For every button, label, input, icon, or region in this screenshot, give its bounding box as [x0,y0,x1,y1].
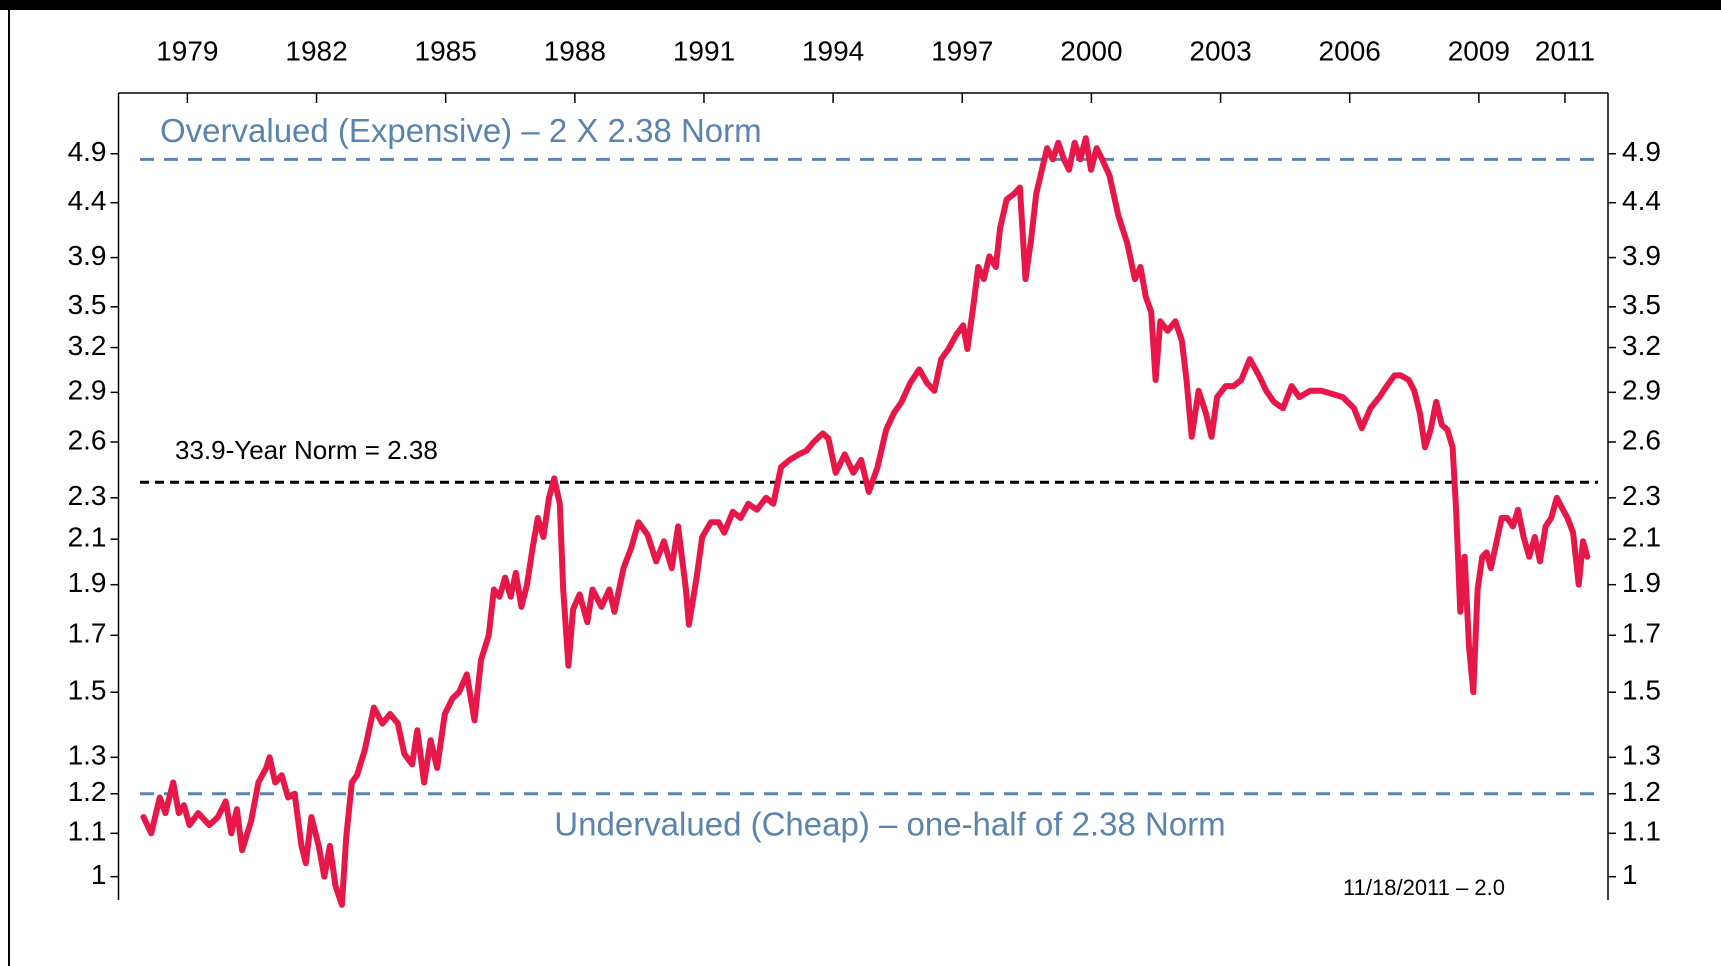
x-tick-label: 2003 [1189,35,1251,66]
y2-tick-label: 1.7 [1622,618,1661,649]
y-tick-label: 2.1 [68,522,107,553]
y2-tick-label: 1.2 [1622,776,1661,807]
x-tick-label: 1997 [931,35,993,66]
y2-tick-label: 3.9 [1622,240,1661,271]
y2-tick-label: 4.4 [1622,185,1661,216]
x-tick-label: 1994 [802,35,864,66]
y-tick-label: 3.9 [68,240,107,271]
reference-label: Overvalued (Expensive) – 2 X 2.38 Norm [160,112,762,149]
x-tick-label: 1985 [415,35,477,66]
annotation: 11/18/2011 – 2.0 [1343,875,1505,900]
x-tick-label: 2011 [1535,35,1595,66]
y-tick-label: 1.7 [68,618,107,649]
x-tick-label: 2006 [1319,35,1381,66]
y-tick-label: 2.6 [68,424,107,455]
y2-tick-label: 1 [1622,859,1638,890]
y-tick-label: 1.5 [68,675,107,706]
y-tick-label: 3.5 [68,289,107,320]
x-tick-label: 1991 [673,35,735,66]
x-tick-label: 1988 [544,35,606,66]
y2-tick-label: 1.5 [1622,675,1661,706]
x-tick-label: 2009 [1448,35,1510,66]
y-tick-label: 3.2 [68,330,107,361]
y-tick-label: 1.9 [68,567,107,598]
x-tick-label: 1982 [285,35,347,66]
top-border [0,0,1721,10]
y2-tick-label: 2.1 [1622,522,1661,553]
data-line [140,135,1591,908]
y2-tick-label: 1.3 [1622,740,1661,771]
y2-tick-label: 4.9 [1622,136,1661,167]
y-tick-label: 2.3 [68,480,107,511]
y2-tick-label: 2.3 [1622,480,1661,511]
reference-label: 33.9-Year Norm = 2.38 [175,435,438,465]
y-tick-label: 1.1 [68,816,107,847]
y-tick-label: 1.2 [68,776,107,807]
y-tick-label: 2.9 [68,375,107,406]
y2-tick-label: 3.2 [1622,330,1661,361]
y-tick-label: 1.3 [68,740,107,771]
y2-tick-label: 1.1 [1622,816,1661,847]
y2-tick-label: 3.5 [1622,289,1661,320]
x-tick-label: 1979 [156,35,218,66]
reference-label: Undervalued (Cheap) – one-half of 2.38 N… [554,805,1225,842]
y-tick-label: 4.4 [68,185,107,216]
y-tick-label: 4.9 [68,136,107,167]
y2-tick-label: 2.6 [1622,424,1661,455]
y2-tick-label: 2.9 [1622,375,1661,406]
y2-tick-label: 1.9 [1622,567,1661,598]
x-tick-label: 2000 [1060,35,1122,66]
y-tick-label: 1 [91,859,107,890]
